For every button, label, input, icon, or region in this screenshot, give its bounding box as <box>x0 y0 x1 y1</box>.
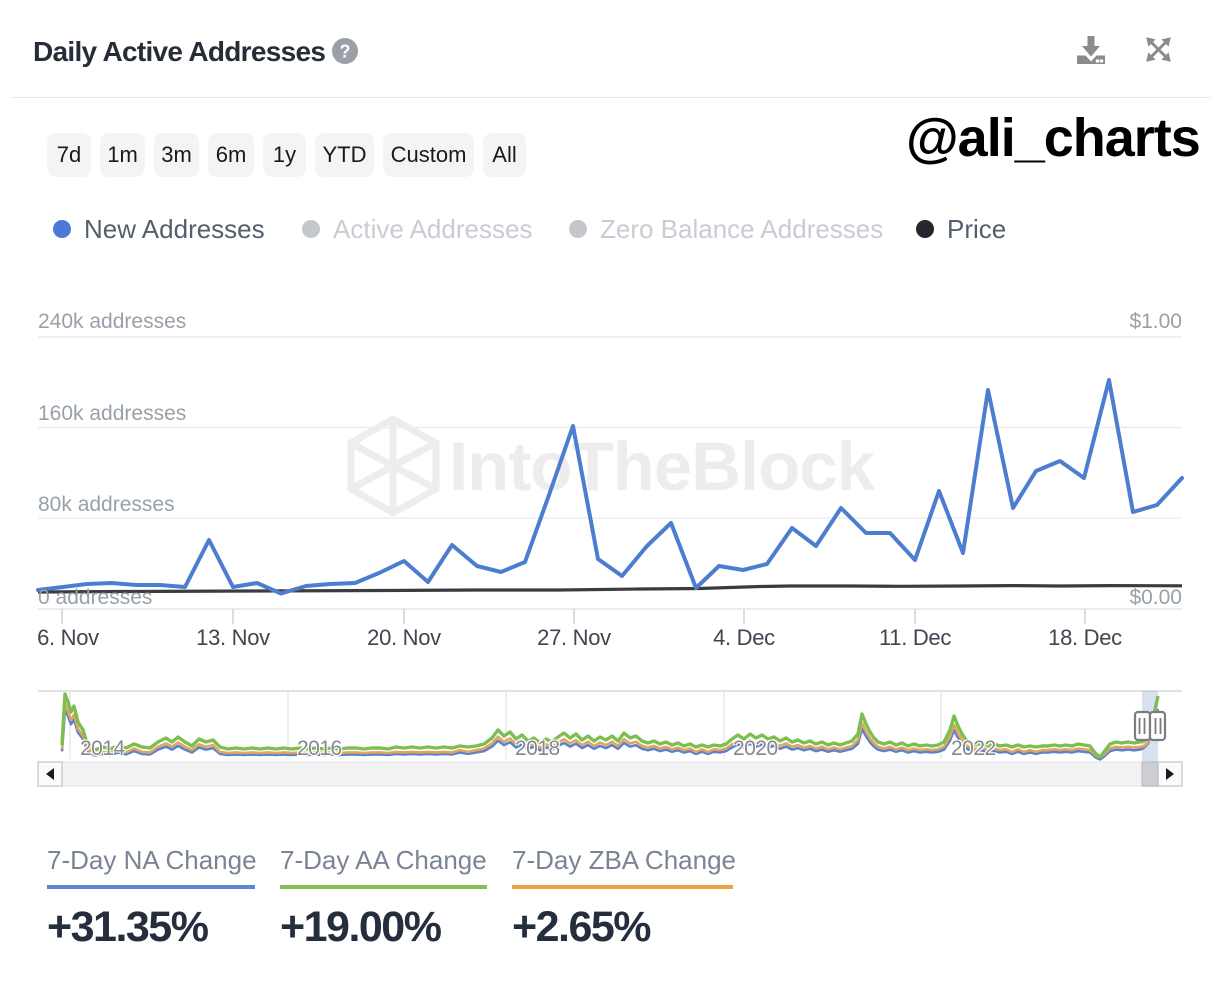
svg-text:?: ? <box>340 42 351 62</box>
svg-text:IntoTheBlock: IntoTheBlock <box>449 428 876 505</box>
